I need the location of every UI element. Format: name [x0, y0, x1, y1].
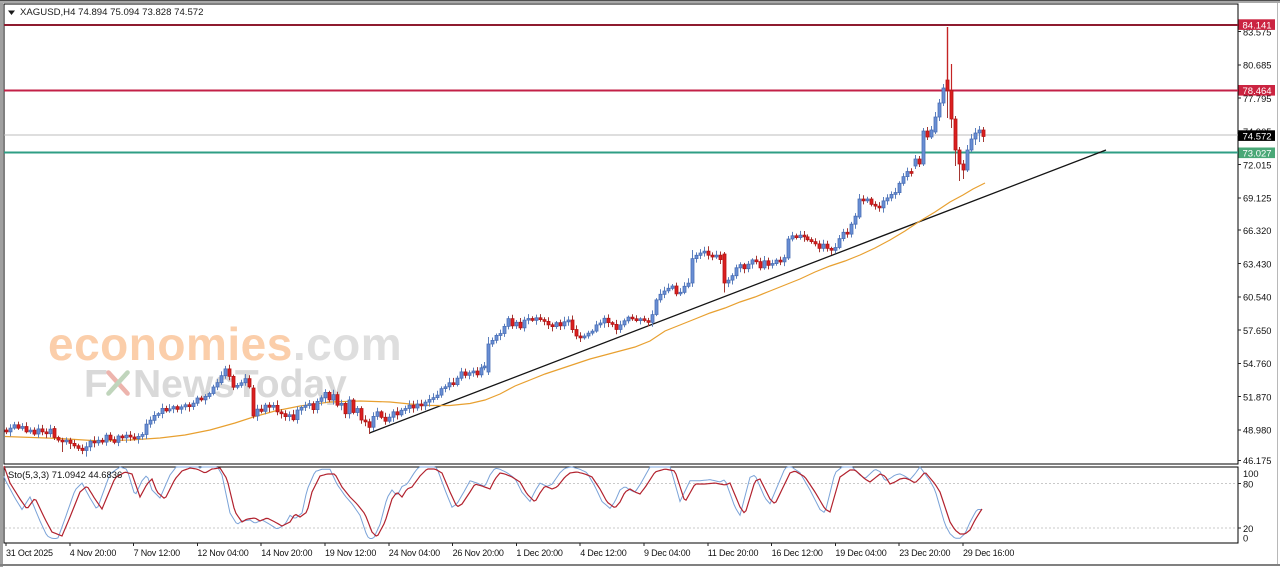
svg-text:19 Dec 04:00: 19 Dec 04:00 — [835, 548, 886, 558]
svg-text:72.015: 72.015 — [1243, 161, 1271, 171]
svg-text:24 Nov 04:00: 24 Nov 04:00 — [389, 548, 440, 558]
svg-text:20: 20 — [1243, 524, 1253, 534]
svg-text:4 Nov 20:00: 4 Nov 20:00 — [70, 548, 117, 558]
svg-text:0: 0 — [1243, 533, 1248, 543]
svg-text:63.430: 63.430 — [1243, 259, 1271, 269]
svg-text:7 Nov 12:00: 7 Nov 12:00 — [134, 548, 181, 558]
svg-text:54.760: 54.760 — [1243, 359, 1271, 369]
svg-text:77.795: 77.795 — [1243, 94, 1271, 104]
svg-text:48.980: 48.980 — [1243, 426, 1271, 436]
svg-text:69.125: 69.125 — [1243, 194, 1271, 204]
svg-text:14 Nov 20:00: 14 Nov 20:00 — [261, 548, 312, 558]
svg-text:31 Oct 2025: 31 Oct 2025 — [6, 548, 53, 558]
svg-text:74.572: 74.572 — [1243, 131, 1272, 142]
svg-text:100: 100 — [1243, 469, 1259, 479]
svg-text:23 Dec 20:00: 23 Dec 20:00 — [899, 548, 950, 558]
svg-text:46.175: 46.175 — [1243, 456, 1271, 466]
svg-text:83.575: 83.575 — [1243, 27, 1271, 37]
svg-text:78.464: 78.464 — [1243, 86, 1272, 97]
svg-text:19 Nov 12:00: 19 Nov 12:00 — [325, 548, 376, 558]
svg-text:9 Dec 04:00: 9 Dec 04:00 — [644, 548, 691, 558]
svg-text:16 Dec 12:00: 16 Dec 12:00 — [772, 548, 823, 558]
svg-text:84.141: 84.141 — [1243, 20, 1272, 31]
svg-text:60.540: 60.540 — [1243, 293, 1271, 303]
svg-text:12 Nov 04:00: 12 Nov 04:00 — [197, 548, 248, 558]
svg-text:80.685: 80.685 — [1243, 61, 1271, 71]
svg-text:XAGUSD,H4 74.894 75.094 73.82: XAGUSD,H4 74.894 75.094 73.828 74.572 — [20, 7, 203, 18]
svg-text:73.027: 73.027 — [1243, 149, 1272, 160]
svg-text:51.870: 51.870 — [1243, 393, 1271, 403]
svg-text:80: 80 — [1243, 479, 1253, 489]
svg-text:66.320: 66.320 — [1243, 226, 1271, 236]
svg-text:Sto(5,3,3) 71.0942 44.6836: Sto(5,3,3) 71.0942 44.6836 — [8, 469, 122, 480]
svg-text:1 Dec 20:00: 1 Dec 20:00 — [516, 548, 563, 558]
svg-text:11 Dec 20:00: 11 Dec 20:00 — [708, 548, 759, 558]
svg-text:economies.com: economies.com — [48, 318, 402, 370]
svg-text:F: F — [84, 363, 108, 406]
svg-text:57.650: 57.650 — [1243, 326, 1271, 336]
svg-text:26 Nov 20:00: 26 Nov 20:00 — [453, 548, 504, 558]
svg-text:29 Dec 16:00: 29 Dec 16:00 — [963, 548, 1014, 558]
svg-text:4 Dec 12:00: 4 Dec 12:00 — [580, 548, 627, 558]
